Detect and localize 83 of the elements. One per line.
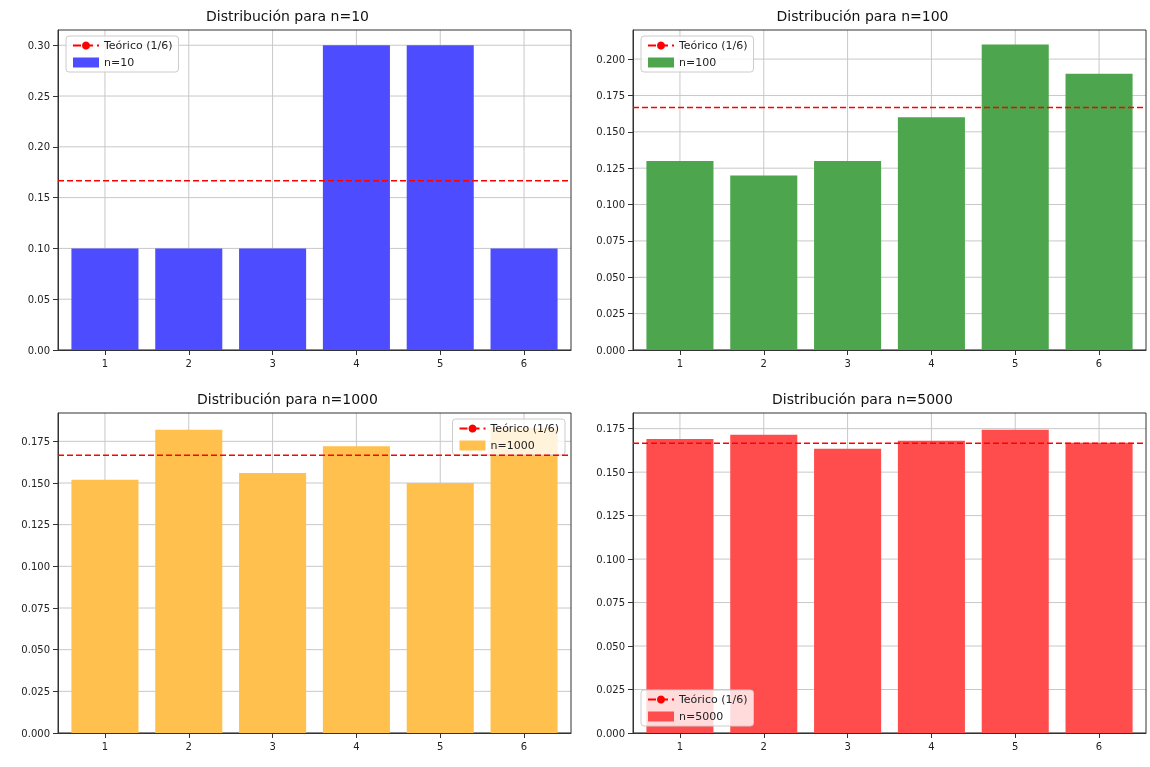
y-tick-label: 0.075 (596, 235, 625, 247)
x-tick-label: 4 (353, 740, 360, 752)
y-tick-label: 0.15 (27, 192, 50, 204)
y-tick-label: 0.125 (596, 510, 625, 522)
legend-label: Teórico (1/6) (678, 39, 748, 52)
x-tick-label: 3 (269, 740, 276, 752)
bar (646, 160, 714, 350)
y-tick-label: 0.000 (596, 727, 625, 739)
y-tick-label: 0.100 (21, 560, 50, 572)
y-tick-label: 0.025 (21, 685, 50, 697)
y-tick-label: 0.150 (21, 477, 50, 489)
y-tick-label: 0.025 (596, 308, 625, 320)
y-tick-label: 0.000 (596, 344, 625, 356)
y-tick-label: 0.150 (596, 126, 625, 138)
y-tick-label: 0.050 (596, 640, 625, 652)
y-tick-label: 0.125 (21, 519, 50, 531)
bar (1065, 73, 1133, 350)
bar (814, 448, 882, 733)
y-tick-label: 0.175 (596, 423, 625, 435)
y-tick-label: 0.050 (21, 644, 50, 656)
y-tick-label: 0.25 (27, 90, 50, 102)
x-tick-label: 2 (185, 740, 192, 752)
y-tick-label: 0.20 (27, 141, 50, 153)
y-tick-label: 0.150 (596, 466, 625, 478)
bar (406, 483, 474, 733)
bar (239, 473, 307, 733)
x-tick-label: 5 (1012, 740, 1019, 752)
chart-title: Distribución para n=1000 (197, 391, 378, 407)
bar (981, 429, 1049, 733)
y-tick-label: 0.000 (21, 727, 50, 739)
bar (814, 160, 882, 350)
y-tick-label: 0.100 (596, 199, 625, 211)
bar (322, 446, 390, 733)
y-tick-label: 0.075 (21, 602, 50, 614)
bar (897, 440, 965, 733)
x-tick-label: 2 (760, 357, 767, 369)
bar (897, 117, 965, 350)
x-tick-label: 1 (676, 357, 684, 369)
y-tick-label: 0.175 (21, 435, 50, 447)
x-tick-label: 1 (101, 357, 109, 369)
bar (71, 479, 139, 733)
x-tick-label: 2 (185, 357, 192, 369)
x-tick-label: 5 (1012, 357, 1019, 369)
x-tick-label: 6 (1095, 357, 1103, 369)
chart-title: Distribución para n=5000 (772, 391, 953, 407)
bar (155, 429, 223, 733)
y-tick-label: 0.125 (596, 162, 625, 174)
legend-label: n=10 (104, 56, 135, 69)
x-tick-label: 6 (1095, 740, 1103, 752)
y-tick-label: 0.075 (596, 597, 625, 609)
x-tick-label: 5 (437, 357, 444, 369)
y-tick-label: 0.025 (596, 684, 625, 696)
x-tick-label: 4 (928, 357, 935, 369)
x-tick-label: 2 (760, 740, 767, 752)
y-tick-label: 0.200 (596, 53, 625, 65)
bar (730, 175, 798, 350)
chart-title: Distribución para n=100 (776, 8, 949, 24)
x-tick-label: 3 (844, 740, 851, 752)
legend-label: Teórico (1/6) (103, 39, 173, 52)
bar (1065, 442, 1133, 733)
legend-label: Teórico (1/6) (489, 422, 560, 435)
y-tick-label: 0.05 (27, 293, 50, 305)
x-tick-label: 3 (844, 357, 851, 369)
x-tick-label: 6 (520, 357, 528, 369)
legend-label: Teórico (1/6) (678, 693, 748, 706)
y-tick-label: 0.175 (596, 89, 625, 101)
x-tick-label: 1 (101, 740, 109, 752)
legend-label: n=1000 (490, 439, 535, 452)
x-tick-label: 6 (520, 740, 528, 752)
y-tick-label: 0.100 (596, 553, 625, 565)
bar (981, 44, 1049, 350)
y-tick-label: 0.00 (27, 344, 50, 356)
y-tick-label: 0.10 (27, 242, 50, 254)
x-tick-label: 4 (928, 740, 935, 752)
legend-label: n=100 (679, 56, 717, 69)
legend-label: n=5000 (679, 710, 724, 723)
x-tick-label: 1 (676, 740, 684, 752)
x-tick-label: 3 (269, 357, 276, 369)
x-tick-label: 5 (437, 740, 444, 752)
y-tick-label: 0.050 (596, 271, 625, 283)
chart-title: Distribución para n=10 (205, 8, 370, 24)
x-tick-label: 4 (353, 357, 360, 369)
y-tick-label: 0.30 (27, 39, 50, 51)
